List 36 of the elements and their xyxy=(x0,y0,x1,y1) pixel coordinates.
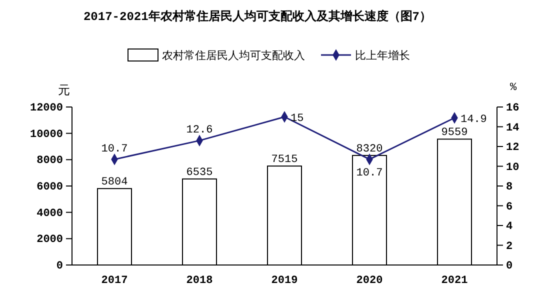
y2-tick-label: 8 xyxy=(506,182,513,194)
x-tick-label: 2018 xyxy=(186,274,214,287)
x-tick-label: 2021 xyxy=(441,274,468,287)
y-tick-label: 8000 xyxy=(36,155,63,168)
x-tick-label: 2017 xyxy=(101,274,128,287)
y2-tick-label: 10 xyxy=(506,162,520,174)
data-label: 7515 xyxy=(271,154,298,166)
data-label: 10.7 xyxy=(101,143,128,156)
y-tick-label: 4000 xyxy=(36,208,63,220)
x-tick-label: 2019 xyxy=(271,274,298,287)
y-tick-label: 0 xyxy=(56,260,63,273)
y2-tick-label: 0 xyxy=(506,260,513,273)
y-axis-title: 元 xyxy=(58,84,70,98)
y2-axis-title: % xyxy=(510,82,517,94)
x-tick-label: 2020 xyxy=(356,274,383,287)
y2-tick-label: 2 xyxy=(506,240,513,253)
y-tick-label: 12000 xyxy=(30,102,63,115)
data-label: 14.9 xyxy=(460,114,487,126)
y2-tick-label: 4 xyxy=(506,221,513,234)
legend-label: 比上年增长 xyxy=(355,49,410,63)
y2-tick-label: 16 xyxy=(506,102,520,115)
y2-tick-label: 14 xyxy=(506,122,520,134)
y2-tick-label: 12 xyxy=(506,142,520,154)
y-tick-label: 6000 xyxy=(36,182,63,194)
data-label: 15 xyxy=(290,112,304,125)
data-label: 12.6 xyxy=(186,124,213,137)
data-label: 10.7 xyxy=(356,167,383,180)
data-label: 8320 xyxy=(356,143,383,156)
y2-tick-label: 6 xyxy=(506,201,513,214)
data-label: 5804 xyxy=(101,176,128,189)
y-tick-label: 2000 xyxy=(36,234,63,246)
chart-title: 2017-2021年农村常住居民人均可支配收入及其增长速度（图7） xyxy=(83,9,432,24)
y-tick-label: 10000 xyxy=(30,128,63,141)
data-label: 9559 xyxy=(441,127,468,140)
data-label: 6535 xyxy=(186,166,213,179)
legend-label: 农村常住居民人均可支配收入 xyxy=(162,49,305,63)
